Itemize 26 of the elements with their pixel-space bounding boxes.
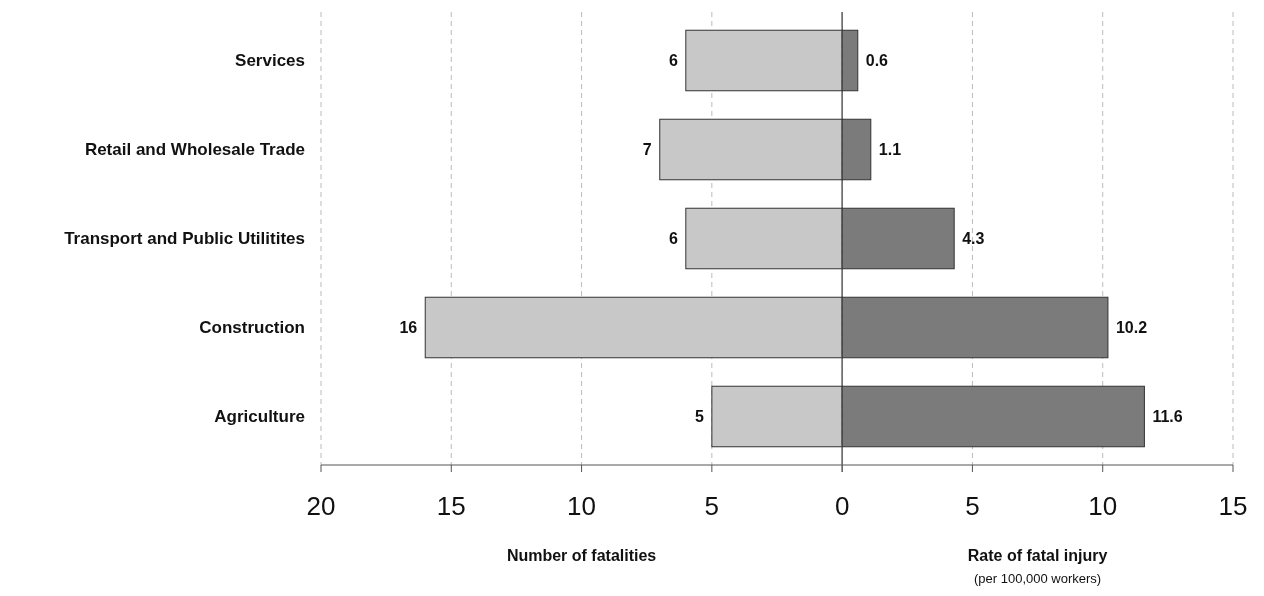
- x-tick-label: 5: [704, 491, 720, 521]
- x-tick-label: 10: [567, 491, 597, 521]
- data-label: 10.2: [1115, 319, 1148, 337]
- data-label: 4.3: [962, 230, 985, 248]
- y-tick-label: Agriculture: [214, 407, 305, 427]
- y-tick-label: Transport and Public Utilitites: [64, 229, 305, 249]
- data-label: 7: [642, 141, 652, 159]
- y-tick-label: Services: [235, 51, 305, 71]
- x-axis-title: Rate of fatal injury: [967, 547, 1108, 564]
- x-tick-label: 15: [1218, 491, 1248, 521]
- data-label: 11.6: [1152, 408, 1183, 426]
- data-label: 6: [668, 230, 678, 248]
- data-label: 6: [668, 52, 678, 70]
- y-tick-label: Construction: [199, 318, 305, 338]
- x-tick-label: 10: [1088, 491, 1118, 521]
- data-label: 16: [399, 319, 418, 337]
- data-label: 1.1: [878, 141, 902, 159]
- x-tick-label: 15: [436, 491, 466, 521]
- data-label: 0.6: [865, 52, 889, 70]
- x-tick-label: 5: [965, 491, 980, 521]
- x-tick-label: 20: [306, 491, 336, 521]
- y-tick-label: Retail and Wholesale Trade: [84, 140, 305, 160]
- text: (per 100,000 workers): [973, 571, 1102, 586]
- x-tick-label: 0: [834, 491, 850, 521]
- x-axis-title: Number of fatalities: [506, 547, 657, 564]
- data-label: 5: [694, 408, 704, 426]
